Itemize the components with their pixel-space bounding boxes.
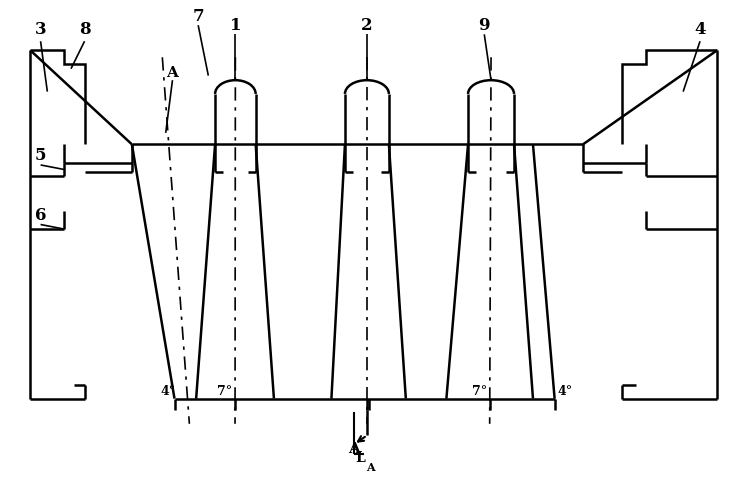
Text: 9: 9	[478, 17, 490, 34]
Text: A: A	[366, 462, 375, 473]
Text: 7°: 7°	[217, 385, 232, 398]
Text: 7: 7	[193, 8, 204, 25]
Text: 6: 6	[35, 207, 46, 224]
Text: 4°: 4°	[160, 385, 176, 398]
Text: 3: 3	[35, 21, 46, 38]
Text: 8: 8	[79, 21, 90, 38]
Text: 1: 1	[230, 17, 241, 34]
Text: A: A	[347, 442, 359, 456]
Text: A: A	[167, 67, 179, 80]
Text: 4°: 4°	[557, 385, 572, 398]
Text: L: L	[356, 451, 365, 465]
Text: 2: 2	[361, 17, 373, 34]
Text: 5: 5	[35, 147, 46, 164]
Text: 7°: 7°	[472, 385, 487, 398]
Text: 4: 4	[694, 21, 706, 38]
